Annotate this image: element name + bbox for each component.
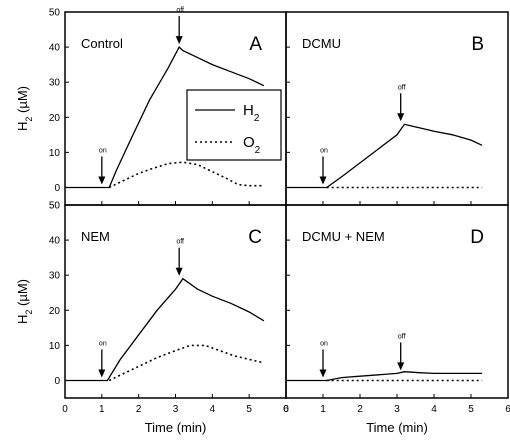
annotation-arrowhead-off <box>397 362 405 371</box>
legend-label-h2: H2 <box>243 102 260 124</box>
annotation-arrowhead-on <box>319 176 327 185</box>
x-tick-label: 2 <box>136 404 142 415</box>
x-tick-label: 2 <box>357 404 363 415</box>
annotation-label-off: off <box>176 7 184 14</box>
y-tick-label: 0 <box>54 376 60 387</box>
legend-box <box>186 89 282 161</box>
x-tick-label: 0 <box>62 404 68 415</box>
condition-label: DCMU <box>302 36 341 51</box>
panel-letter: A <box>249 34 262 55</box>
x-tick-label: 1 <box>99 404 105 415</box>
x-tick-label: 5 <box>246 404 252 415</box>
y-tick-label: 10 <box>49 341 61 352</box>
panel-letter: C <box>248 227 262 248</box>
annotation-arrowhead-on <box>319 369 327 378</box>
annotation-arrowhead-off <box>175 267 183 276</box>
annotation-label-on: on <box>99 147 107 154</box>
y-tick-label: 0 <box>54 183 60 194</box>
x-tick-label: 4 <box>431 404 437 415</box>
panel-letter: B <box>471 34 484 55</box>
x-tick-label: 3 <box>173 404 179 415</box>
y-tick-label: 20 <box>49 113 61 124</box>
legend-label-o2: O2 <box>243 134 261 156</box>
x-axis-label: Time (min) <box>366 420 428 435</box>
series-line-o2 <box>108 344 265 382</box>
annotation-label-on: on <box>99 340 107 347</box>
annotation-label-off: off <box>176 239 184 246</box>
series-line-o2 <box>108 161 264 189</box>
x-tick-label: 5 <box>468 404 474 415</box>
panel-d: 0 1 2 3 4 5 6 on off DCMU + NEM D Time (min) <box>283 204 510 435</box>
x-tick-label: 0 <box>283 404 289 415</box>
annotation-arrowhead-off <box>175 36 183 45</box>
y-tick-label: 40 <box>49 43 61 54</box>
y-tick-label: 20 <box>49 306 61 317</box>
series-line-h2 <box>286 123 483 189</box>
y-axis-label: H2 (µM) <box>15 86 34 131</box>
y-tick-label: 40 <box>49 236 61 247</box>
annotation-label-off: off <box>398 333 406 340</box>
x-tick-label: 6 <box>505 404 510 415</box>
panel-b: on off DCMU B <box>285 11 509 206</box>
condition-label: NEM <box>81 229 110 244</box>
annotation-label-on: on <box>320 147 328 154</box>
condition-label: DCMU + NEM <box>302 229 385 244</box>
series-line-h2 <box>65 277 265 382</box>
panel-letter: D <box>470 227 484 248</box>
y-tick-label: 50 <box>49 8 61 19</box>
x-tick-label: 3 <box>394 404 400 415</box>
x-tick-label: 4 <box>210 404 216 415</box>
condition-label: Control <box>81 36 123 51</box>
y-tick-label: 50 <box>49 201 61 212</box>
x-tick-label: 1 <box>320 404 326 415</box>
x-tick-label: 6 <box>283 404 289 415</box>
x-axis-label: Time (min) <box>145 420 207 435</box>
y-tick-label: 30 <box>49 78 61 89</box>
series-line-h2 <box>65 46 265 189</box>
annotation-label-off: off <box>398 84 406 91</box>
annotation-arrowhead-on <box>98 369 106 378</box>
annotation-label-on: on <box>320 340 328 347</box>
annotation-arrowhead-on <box>98 176 106 185</box>
y-axis-label: H2 (µM) <box>15 279 34 324</box>
y-tick-label: 30 <box>49 271 61 282</box>
series-line-h2 <box>286 371 483 382</box>
annotation-arrowhead-off <box>397 113 405 122</box>
y-tick-label: 10 <box>49 148 61 159</box>
